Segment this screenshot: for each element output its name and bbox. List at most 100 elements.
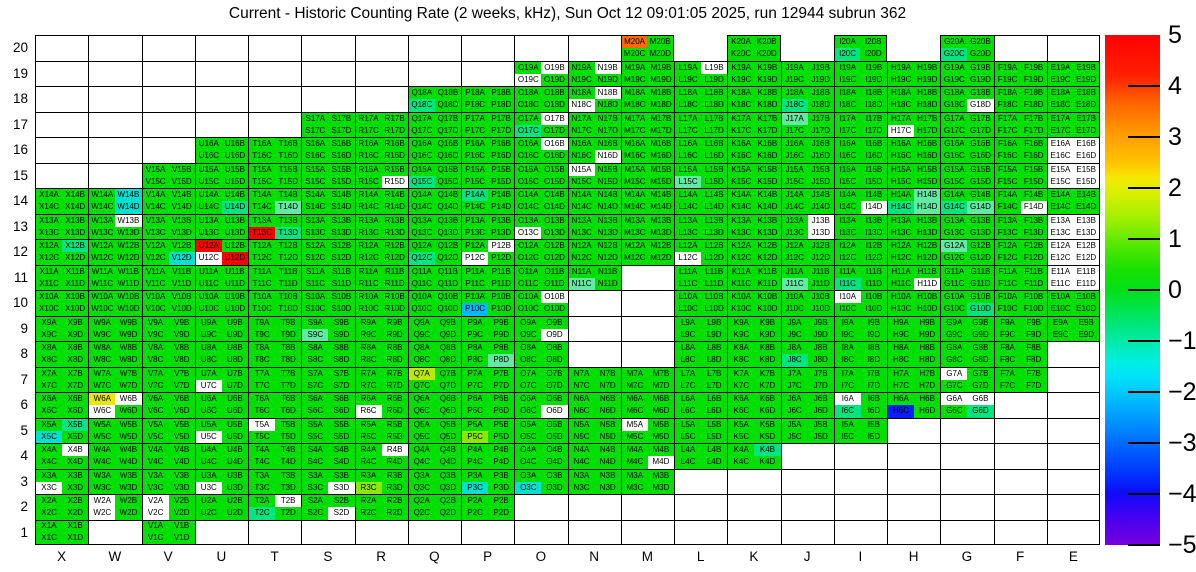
quadrant-R9D: R9D — [381, 328, 408, 341]
quadrant-H19D: H19D — [914, 73, 941, 86]
cell-P2: P2A P2B P2C P2D — [461, 494, 515, 520]
cell-T2: T2A T2B T2C T2D — [248, 494, 302, 520]
cell-P7: P7A P7B P7C P7D — [461, 366, 515, 392]
quadrant-S9C: S9C — [302, 328, 329, 341]
quadrant-P16C: P16C — [462, 150, 489, 163]
quadrant-X1C: X1C — [36, 532, 63, 544]
colorbar-label-5: 5 — [1168, 21, 1182, 49]
quadrant-L4C: L4C — [675, 456, 702, 469]
cell-S8: S8A S8B S8C S8D — [301, 341, 355, 367]
quadrant-O16D: O16D — [541, 150, 568, 163]
quadrant-W2C: W2C — [89, 507, 116, 520]
cell-N3: N3A N3B N3C N3D — [567, 468, 621, 494]
cell-J8: J8A J8B J8C J8D — [780, 341, 834, 367]
quadrant-M13B: M13B — [647, 214, 674, 227]
quadrant-S9A: S9A — [302, 316, 329, 329]
quadrant-P11C: P11C — [462, 277, 489, 290]
quadrant-F15C: F15C — [994, 175, 1021, 188]
quadrant-N13D: N13D — [594, 226, 621, 239]
quadrant-S12D: S12D — [328, 252, 355, 265]
quadrant-J17B: J17B — [807, 112, 834, 125]
quadrant-N11B: N11B — [594, 265, 621, 278]
quadrant-F17A: F17A — [994, 112, 1021, 125]
quadrant-J13C: J13C — [781, 226, 808, 239]
quadrant-I11C: I11C — [834, 277, 861, 290]
cell-R9: R9A R9B R9C R9D — [354, 315, 408, 341]
cell-P16: P16A P16B P16C P16D — [461, 137, 515, 163]
quadrant-Q3B: Q3B — [434, 469, 461, 482]
quadrant-I13B: I13B — [860, 214, 887, 227]
cell-X4: X4A X4B X4C X4D — [35, 443, 89, 469]
quadrant-U10C: U10C — [195, 303, 222, 316]
quadrant-W4B: W4B — [115, 444, 142, 457]
quadrant-W10D: W10D — [115, 303, 142, 316]
quadrant-X12A: X12A — [36, 240, 63, 253]
col-label-K: K — [749, 548, 759, 564]
quadrant-G11C: G11C — [941, 277, 968, 290]
cell-H4 — [887, 443, 941, 469]
quadrant-N7B: N7B — [594, 367, 621, 380]
cell-R20 — [354, 35, 408, 61]
quadrant-R4C: R4C — [355, 456, 382, 469]
quadrant-R4D: R4D — [381, 456, 408, 469]
cell-U4: U4A U4B U4C U4D — [194, 443, 248, 469]
quadrant-N7D: N7D — [594, 379, 621, 392]
quadrant-R17C: R17C — [355, 124, 382, 137]
cell-G17: G17A G17B G17C G17D — [940, 111, 994, 137]
quadrant-I8A: I8A — [834, 342, 861, 355]
quadrant-W6A: W6A — [89, 393, 116, 406]
quadrant-V1D: V1D — [168, 532, 195, 544]
cell-G5 — [940, 417, 994, 443]
quadrant-O15A: O15A — [515, 163, 542, 176]
quadrant-L6D: L6D — [701, 405, 728, 418]
cell-M6: M6A M6B M6C M6D — [620, 392, 674, 418]
quadrant-P12D: P12D — [488, 252, 515, 265]
quadrant-P13C: P13C — [462, 226, 489, 239]
col-label-F: F — [1016, 548, 1025, 564]
quadrant-P15A: P15A — [462, 163, 489, 176]
quadrant-F13D: F13D — [1020, 226, 1047, 239]
quadrant-M5B: M5B — [647, 418, 674, 431]
cell-W20 — [88, 35, 142, 61]
quadrant-T2A: T2A — [249, 495, 276, 508]
cell-V17 — [141, 111, 195, 137]
quadrant-K4A: K4A — [728, 444, 755, 457]
cell-R16: R16A R16B R16C R16D — [354, 137, 408, 163]
row-label-14: 14 — [12, 193, 28, 209]
cell-V1: V1A V1B V1C V1D — [141, 519, 195, 545]
quadrant-W2A: W2A — [89, 495, 116, 508]
cell-H17: H17A H17B H17C H17D — [887, 111, 941, 137]
quadrant-O13A: O13A — [515, 214, 542, 227]
quadrant-P3D: P3D — [488, 481, 515, 494]
quadrant-V9C: V9C — [142, 328, 169, 341]
quadrant-G7D: G7D — [967, 379, 994, 392]
quadrant-E12A: E12A — [1047, 240, 1074, 253]
quadrant-K13D: K13D — [754, 226, 781, 239]
cell-T19 — [248, 60, 302, 86]
quadrant-H14B: H14B — [914, 189, 941, 202]
quadrant-R12A: R12A — [355, 240, 382, 253]
quadrant-T6D: T6D — [275, 405, 302, 418]
quadrant-T5A: T5A — [249, 418, 276, 431]
cell-S19 — [301, 60, 355, 86]
quadrant-P14B: P14B — [488, 189, 515, 202]
cell-X3: X3A X3B X3C X3D — [35, 468, 89, 494]
cell-R3: R3A R3B R3C R3D — [354, 468, 408, 494]
quadrant-H7C: H7C — [888, 379, 915, 392]
quadrant-O16B: O16B — [541, 138, 568, 151]
cell-Q18: Q18A Q18B Q18C Q18D — [407, 86, 461, 112]
quadrant-P11D: P11D — [488, 277, 515, 290]
quadrant-P10D: P10D — [488, 303, 515, 316]
quadrant-L5A: L5A — [675, 418, 702, 431]
cell-L3 — [674, 468, 728, 494]
row-label-1: 1 — [20, 524, 28, 540]
quadrant-P8A: P8A — [462, 342, 489, 355]
cell-F19: F19A F19B F19C F19D — [993, 60, 1047, 86]
quadrant-J18A: J18A — [781, 87, 808, 100]
quadrant-L13D: L13D — [701, 226, 728, 239]
quadrant-F9C: F9C — [994, 328, 1021, 341]
quadrant-I16C: I16C — [834, 150, 861, 163]
cell-M14: M14A M14B M14C M14D — [620, 188, 674, 214]
quadrant-P14D: P14D — [488, 201, 515, 214]
quadrant-M6C: M6C — [621, 405, 648, 418]
